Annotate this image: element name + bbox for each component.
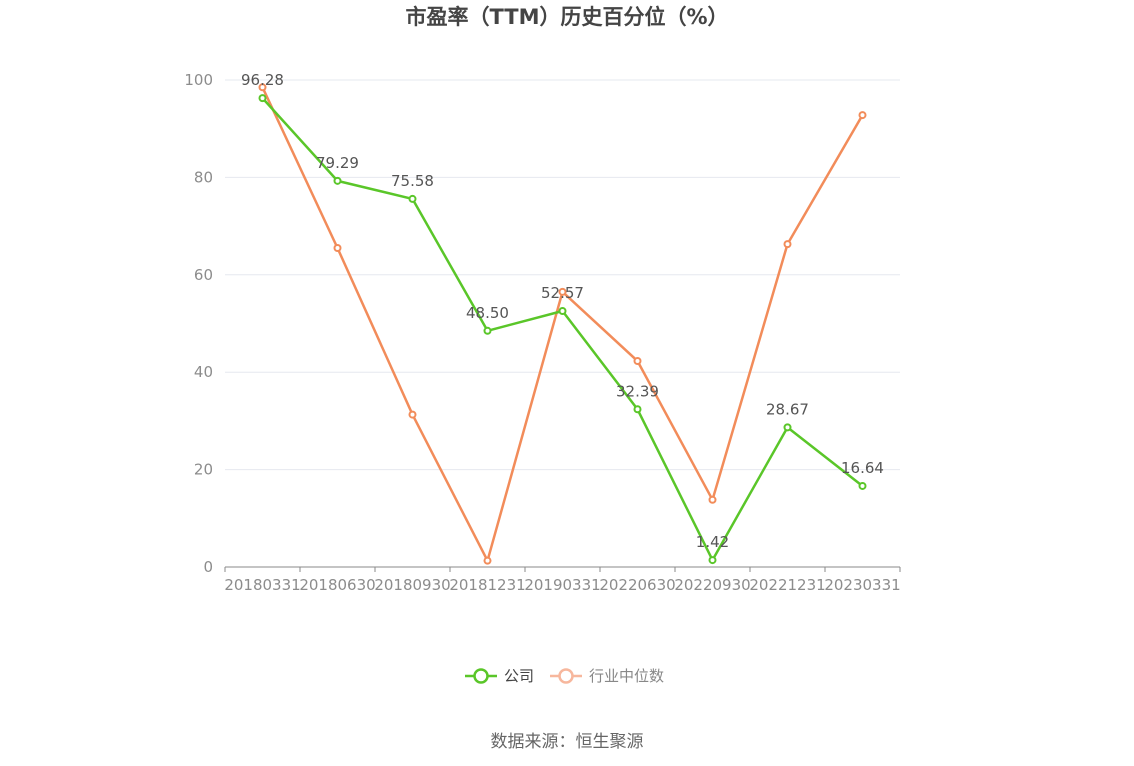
- data-point[interactable]: [558, 287, 567, 296]
- data-point[interactable]: [333, 176, 342, 185]
- legend-item-1[interactable]: 行业中位数: [550, 667, 664, 685]
- x-tick-label: 20220630: [599, 576, 675, 594]
- axes: 0 20 40 60 80 100 2018033120180630201809302018…: [184, 71, 900, 594]
- x-tick-label: 20180930: [374, 576, 450, 594]
- data-label: 32.39: [616, 382, 659, 400]
- x-tick-label: 20190331: [524, 576, 600, 594]
- data-label: 96.28: [241, 71, 284, 89]
- data-point[interactable]: [258, 94, 267, 103]
- data-point[interactable]: [783, 240, 792, 249]
- x-tick-label: 20180630: [299, 576, 375, 594]
- data-point[interactable]: [708, 556, 717, 565]
- data-label: 48.50: [466, 304, 509, 322]
- source-text: 数据来源：恒生聚源: [491, 732, 644, 752]
- x-tick-label: 20221231: [749, 576, 825, 594]
- legend-item-0[interactable]: 公司: [465, 667, 534, 685]
- legend-label: 行业中位数: [589, 667, 664, 685]
- y-tick-label: 20: [194, 461, 213, 479]
- data-point[interactable]: [858, 111, 867, 120]
- y-tick-label: 40: [194, 363, 213, 381]
- y-tick-label: 60: [194, 266, 213, 284]
- series-lines: [258, 83, 867, 565]
- x-tick-label: 20220930: [674, 576, 750, 594]
- legend-label: 公司: [504, 667, 534, 685]
- data-point[interactable]: [408, 194, 417, 203]
- data-point[interactable]: [633, 405, 642, 414]
- data-label: 52.57: [541, 284, 584, 302]
- x-tick-label: 20180331: [224, 576, 300, 594]
- data-point[interactable]: [333, 244, 342, 253]
- data-point[interactable]: [708, 495, 717, 504]
- y-tick-label: 80: [194, 168, 213, 186]
- data-label: 28.67: [766, 400, 809, 418]
- data-labels: 96.28 79.29 75.58 48.50 52.57 32.39 1.42 28.67 1…: [241, 71, 884, 551]
- chart-title: 市盈率（TTM）历史百分位（%）: [405, 5, 728, 29]
- data-label: 1.42: [696, 533, 729, 551]
- data-label: 75.58: [391, 172, 434, 190]
- data-point[interactable]: [858, 481, 867, 490]
- data-point[interactable]: [258, 83, 267, 92]
- data-point[interactable]: [633, 356, 642, 365]
- data-point[interactable]: [408, 410, 417, 419]
- x-tick-label: 20181231: [449, 576, 525, 594]
- data-point[interactable]: [558, 306, 567, 315]
- data-point[interactable]: [483, 556, 492, 565]
- data-point[interactable]: [783, 423, 792, 432]
- legend-marker: [473, 668, 489, 684]
- data-point[interactable]: [483, 326, 492, 335]
- legend[interactable]: 公司 行业中位数: [465, 667, 664, 685]
- y-tick-label: 100: [184, 71, 213, 89]
- legend-marker: [558, 668, 574, 684]
- x-tick-label: 20230331: [824, 576, 900, 594]
- y-tick-label: 0: [203, 558, 213, 576]
- data-label: 16.64: [841, 459, 884, 477]
- data-label: 79.29: [316, 154, 359, 172]
